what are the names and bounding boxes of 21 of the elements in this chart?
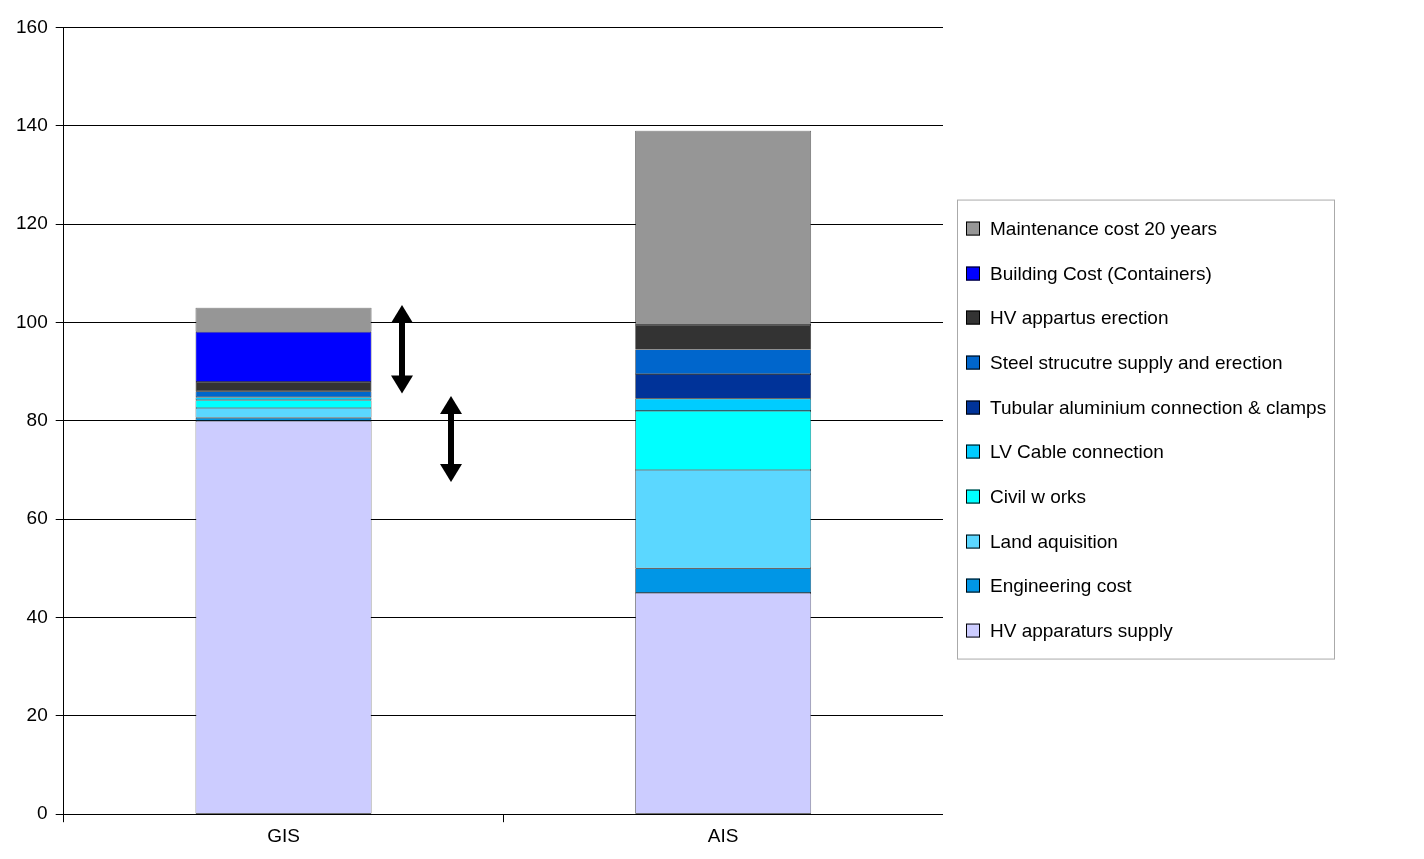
legend-label: Civil w orks bbox=[990, 485, 1087, 508]
y-tick-label: 120 bbox=[16, 212, 48, 234]
y-tick-label: 80 bbox=[26, 409, 48, 431]
legend-label: HV apparaturs supply bbox=[990, 619, 1173, 642]
x-tick-label: AIS bbox=[707, 824, 739, 846]
legend-label: Maintenance cost 20 years bbox=[990, 217, 1218, 240]
y-tick-label: 40 bbox=[26, 605, 48, 627]
y-tick-label: 140 bbox=[16, 113, 48, 135]
legend-label: Steel strucutre supply and erection bbox=[990, 351, 1283, 374]
y-tick-label: 160 bbox=[16, 15, 48, 37]
x-tick-label: GIS bbox=[267, 824, 300, 846]
y-tick-label: 60 bbox=[26, 507, 48, 529]
legend-label: Engineering cost bbox=[990, 574, 1132, 597]
y-tick-label: 20 bbox=[26, 704, 48, 726]
legend-label: Tubular aluminium connection & clamps bbox=[990, 396, 1327, 419]
y-tick-label: 0 bbox=[37, 802, 48, 824]
y-tick-label: 100 bbox=[16, 310, 48, 332]
legend-label: Land aquisition bbox=[990, 530, 1118, 553]
legend-label: Building Cost (Containers) bbox=[990, 262, 1212, 285]
legend-label: LV Cable connection bbox=[990, 440, 1164, 463]
legend-label: HV appartus erection bbox=[990, 306, 1169, 329]
